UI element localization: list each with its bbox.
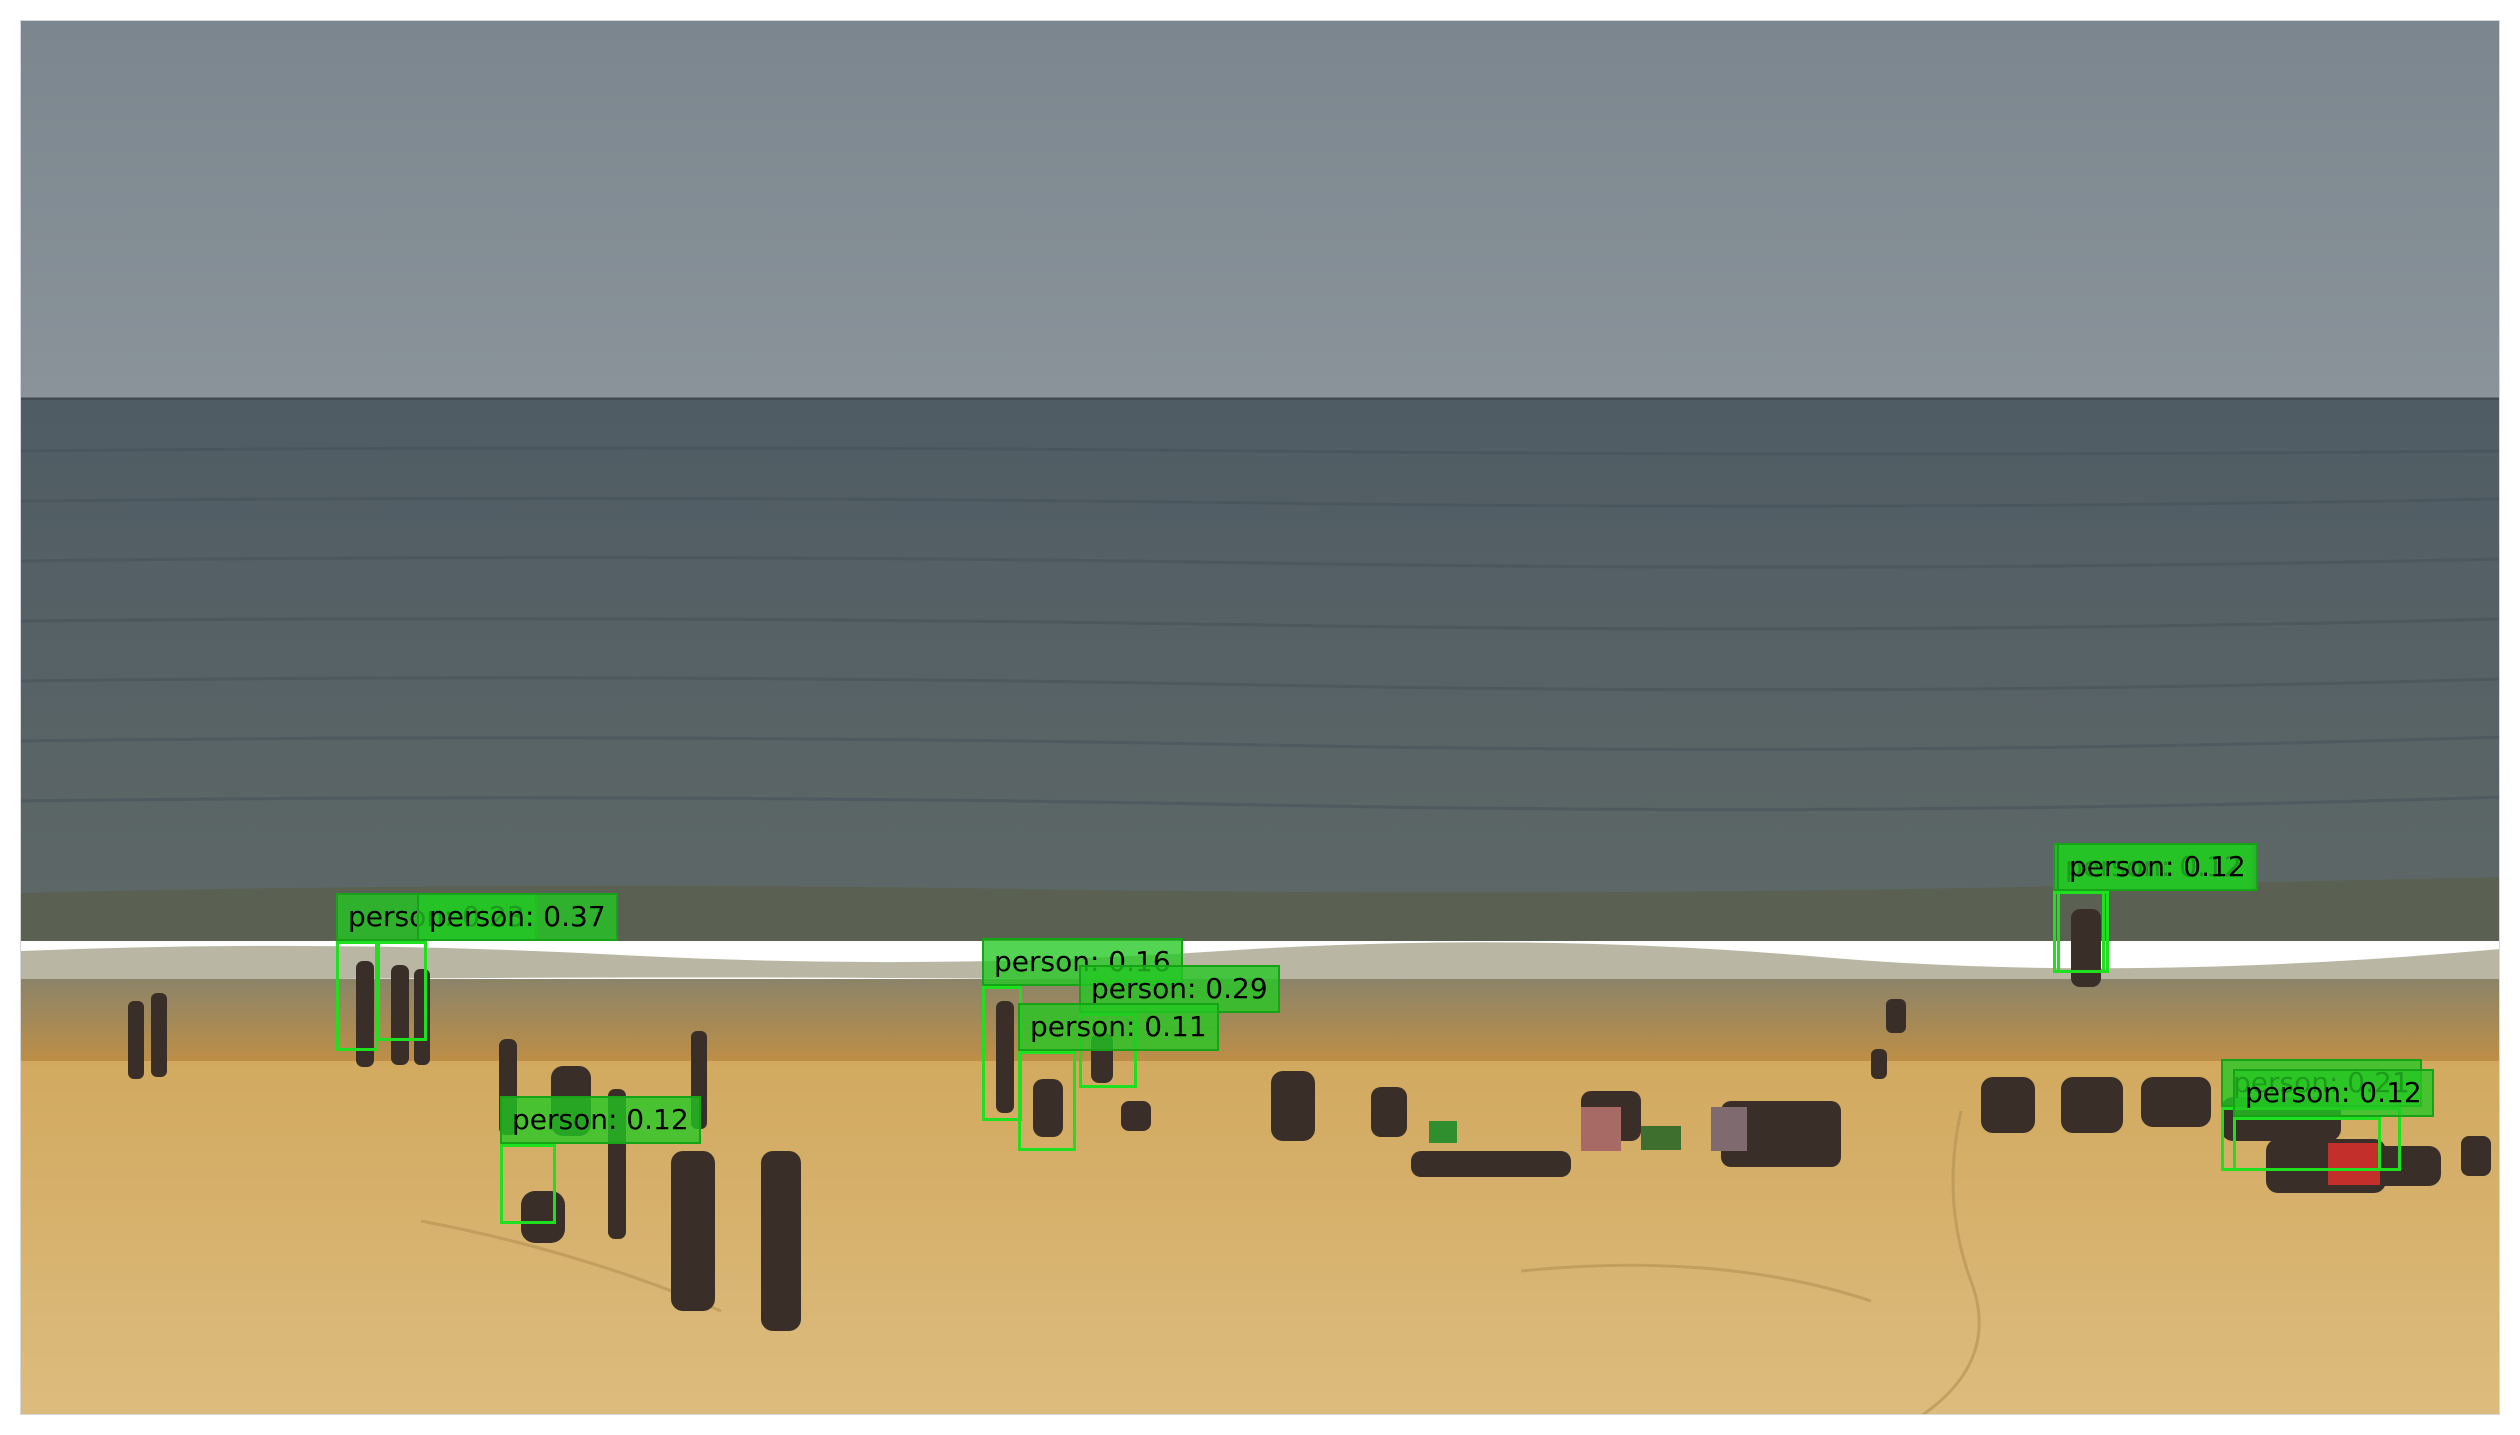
detection-box: person: 0.16 xyxy=(982,938,1183,1121)
detection-box: person: 0.12 xyxy=(500,1096,701,1224)
detection-label: person: 0.37 xyxy=(417,893,618,941)
detection-box-outline xyxy=(500,1144,556,1224)
surf-foam xyxy=(21,942,2499,985)
sea-ripples xyxy=(21,446,2499,811)
detection-label: person: 0.11 xyxy=(1018,1003,1219,1051)
detection-box-outline xyxy=(336,941,378,1051)
detection-box-outline xyxy=(2233,1117,2381,1171)
detection-label: person: 0.12 xyxy=(2057,843,2258,891)
detection-box-outline xyxy=(982,986,1022,1121)
beach-gear xyxy=(1429,1107,2380,1185)
detection-box: person: 0.12 xyxy=(2233,1069,2434,1171)
detection-label: person: 0.12 xyxy=(500,1096,701,1144)
beach-photo xyxy=(21,21,2499,1414)
sky xyxy=(21,21,2499,399)
sea xyxy=(21,400,2499,900)
detection-box: person: 0.37 xyxy=(377,893,618,1041)
detection-box: person: 0.12 xyxy=(2057,843,2258,973)
detection-box: person: 0.23 xyxy=(336,893,537,1051)
detection-box-outline xyxy=(377,941,427,1041)
detection-box-outline xyxy=(2057,891,2109,973)
detection-box: person: 0.11 xyxy=(1018,1003,1219,1151)
incoming-wave xyxy=(21,877,2499,941)
detection-box-outline xyxy=(1018,1051,1076,1151)
detection-label: person: 0.12 xyxy=(2233,1069,2434,1117)
